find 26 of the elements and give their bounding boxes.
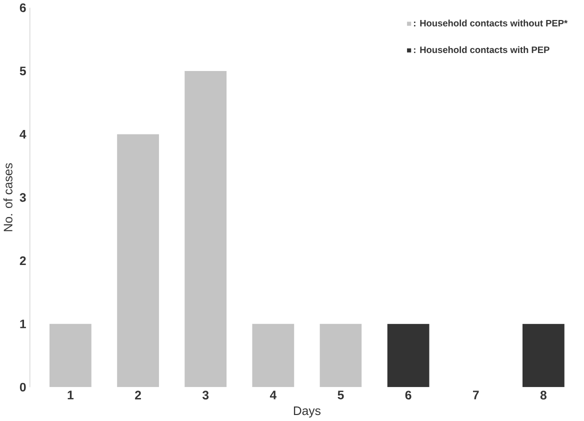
legend-label: : Household contacts without PEP* [414,20,568,26]
y-tick-label: 3 [20,193,26,202]
x-tick-label: 4 [270,390,277,400]
bar [320,324,362,388]
x-axis-title: Days [294,406,321,418]
bar [50,324,92,388]
y-tick-label: 0 [20,382,26,392]
y-tick-label: 4 [20,130,26,138]
bar [184,71,227,388]
bar [117,134,159,388]
y-tick-label: 5 [20,66,26,76]
x-tick-label: 7 [473,390,479,400]
x-tick-label: 1 [68,390,74,400]
y-tick-label: 1 [20,320,26,328]
x-tick-label: 5 [338,390,344,400]
legend-label: : Household contacts with PEP [414,46,550,54]
y-tick-label: 2 [20,256,26,266]
x-tick-label: 6 [405,390,412,400]
bar [387,324,430,388]
y-axis-title: No. of cases [3,163,12,232]
x-tick-label: 3 [202,390,209,400]
y-tick-label: 6 [20,3,26,12]
bar [522,324,564,388]
x-tick-label: 8 [540,390,546,400]
bar [252,324,294,388]
x-tick-label: 2 [135,390,141,400]
